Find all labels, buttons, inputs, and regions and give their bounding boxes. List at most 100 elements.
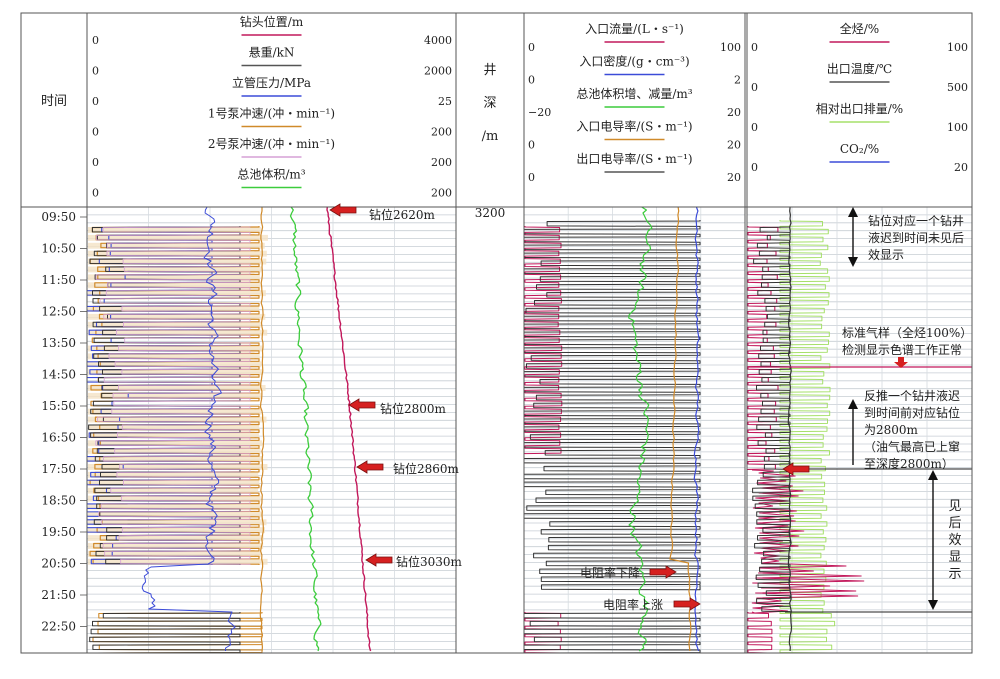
time-tick-label: 15:50 bbox=[41, 399, 76, 413]
track1-scale-max: 200 bbox=[431, 126, 452, 139]
track2-curve-name: 入口电导率/(S・m⁻¹) bbox=[576, 119, 692, 134]
series-layer bbox=[87, 207, 972, 653]
depth-column-label: /m bbox=[482, 129, 499, 144]
label-drill-2860: 钻位2860m bbox=[393, 461, 460, 476]
pump-stroke-band bbox=[88, 527, 265, 534]
pump-stroke-band bbox=[88, 385, 266, 391]
track1-scale-min: 0 bbox=[92, 187, 99, 200]
track2-scale-min: 0 bbox=[528, 139, 535, 152]
time-tick-label: 21:50 bbox=[41, 588, 76, 602]
pump-stroke-band bbox=[88, 250, 267, 257]
pump-stroke-band bbox=[88, 234, 268, 241]
pump-stroke-band bbox=[88, 321, 261, 328]
arrow-drill-2800 bbox=[348, 398, 376, 412]
inlet-density-curve bbox=[693, 207, 700, 652]
track2-scale-max: 20 bbox=[727, 171, 741, 184]
time-tick-label: 10:50 bbox=[41, 242, 76, 256]
label-drill-2620: 钻位2620m bbox=[369, 207, 436, 222]
arrow-drill-3030 bbox=[365, 553, 393, 567]
note-show: 后 bbox=[948, 516, 961, 531]
time-tick-label: 16:50 bbox=[41, 431, 76, 445]
time-tick-label: 22:50 bbox=[41, 620, 76, 634]
inlet-flow-curve-lower bbox=[524, 612, 562, 653]
pump-stroke-band bbox=[88, 511, 263, 518]
pump-stroke-band bbox=[88, 487, 259, 494]
standpipe-pressure-curve bbox=[87, 226, 213, 565]
track2-scale-max: 2 bbox=[734, 74, 741, 87]
pump-stroke-band bbox=[88, 495, 261, 502]
note-no-show: 钻位对应一个钻井 bbox=[868, 213, 964, 228]
pump-stroke-band bbox=[88, 471, 259, 478]
track2-curve-name: 出口电导率/(S・m⁻¹) bbox=[576, 151, 692, 166]
pump-stroke-band bbox=[88, 424, 260, 431]
note-standard-gas: 检测显示色谱工作正常 bbox=[842, 342, 962, 357]
depth-column-label: 深 bbox=[483, 96, 496, 111]
track1-scale-max: 25 bbox=[438, 95, 452, 108]
track2-curve-name: 入口密度/(g・cm⁻³) bbox=[579, 54, 689, 69]
outlet-conductivity-curve-lower bbox=[524, 612, 701, 653]
track3-scale-min: 0 bbox=[751, 81, 758, 94]
arrow-drill-2860 bbox=[356, 460, 384, 474]
track1-scale-min: 0 bbox=[92, 126, 99, 139]
arrow-resistivity-down bbox=[649, 565, 677, 579]
pump-stroke-band bbox=[88, 345, 263, 352]
relative-outflow-curve-lower bbox=[779, 612, 836, 653]
track3-scale-max: 500 bbox=[947, 81, 968, 94]
pump-stroke-band bbox=[88, 282, 261, 289]
depth-column-label: 井 bbox=[483, 63, 496, 78]
frame-layer bbox=[20, 12, 973, 654]
time-tick-label: 09:50 bbox=[41, 210, 76, 224]
track1-curve-name: 1号泵冲速/(冲・min⁻¹) bbox=[208, 106, 335, 121]
arrowhead-down bbox=[928, 600, 938, 610]
time-tick-label: 17:50 bbox=[41, 462, 76, 476]
note-show: 见 bbox=[948, 499, 961, 514]
note-standard-gas: 标准气样（全烃100%） bbox=[842, 325, 972, 340]
track3-curve-name: 出口温度/℃ bbox=[827, 61, 892, 76]
pump-stroke-band bbox=[88, 416, 267, 423]
inlet-conductivity-curve bbox=[669, 207, 692, 652]
track1-curve-name: 立管压力/MPa bbox=[232, 75, 311, 90]
total-gas-curve-lower bbox=[747, 612, 773, 653]
pump-stroke-band bbox=[88, 464, 268, 470]
pit-gain-curve bbox=[628, 207, 653, 652]
depth-value-label: 3200 bbox=[475, 206, 506, 220]
time-tick-label: 14:50 bbox=[41, 368, 76, 382]
pump-stroke-band bbox=[88, 479, 260, 486]
track1-scale-max: 200 bbox=[431, 156, 452, 169]
track2-scale-min: 0 bbox=[528, 41, 535, 54]
arrow-resistivity-up bbox=[673, 597, 701, 611]
pump-stroke-band bbox=[88, 550, 261, 557]
time-column-label: 时间 bbox=[41, 94, 67, 109]
track3-curve-name: CO₂/% bbox=[840, 142, 879, 156]
tick-layer: 09:50 10:50 11:50 12:50 13:50 14:50 15:50 16:50… bbox=[41, 206, 505, 634]
track2-scale-max: 100 bbox=[720, 41, 741, 54]
track2-curve-name: 总池体积增、减量/m³ bbox=[576, 87, 692, 101]
pump-stroke-band bbox=[88, 266, 262, 273]
pump-stroke-band bbox=[88, 519, 267, 526]
time-tick-label: 20:50 bbox=[41, 557, 76, 571]
track1-scale-max: 2000 bbox=[424, 65, 452, 78]
track3-scale-min: 0 bbox=[751, 161, 758, 174]
time-tick-label: 19:50 bbox=[41, 525, 76, 539]
pump-stroke-band bbox=[88, 329, 268, 336]
track3-curve-name: 相对出口排量/% bbox=[816, 102, 903, 116]
pump-stroke-band bbox=[88, 227, 262, 233]
pump-stroke-band bbox=[88, 558, 268, 565]
track2-scale-max: 20 bbox=[727, 139, 741, 152]
track1-scale-min: 0 bbox=[92, 95, 99, 108]
track3-scale-max: 100 bbox=[947, 41, 968, 54]
track3-scale-max: 20 bbox=[954, 161, 968, 174]
pump-stroke-band bbox=[88, 432, 259, 439]
track1-scale-min: 0 bbox=[92, 65, 99, 78]
arrowhead-up bbox=[928, 470, 938, 480]
pump1-baseline bbox=[259, 207, 265, 652]
label-drill-3030: 钻位3030m bbox=[396, 554, 463, 569]
pump-stroke-band bbox=[88, 258, 267, 265]
track2-curve-name: 入口流量/(L・s⁻¹) bbox=[585, 22, 684, 36]
pump-stroke-band bbox=[88, 353, 260, 360]
label-resistivity-up: 电阻率上涨 bbox=[603, 597, 663, 612]
